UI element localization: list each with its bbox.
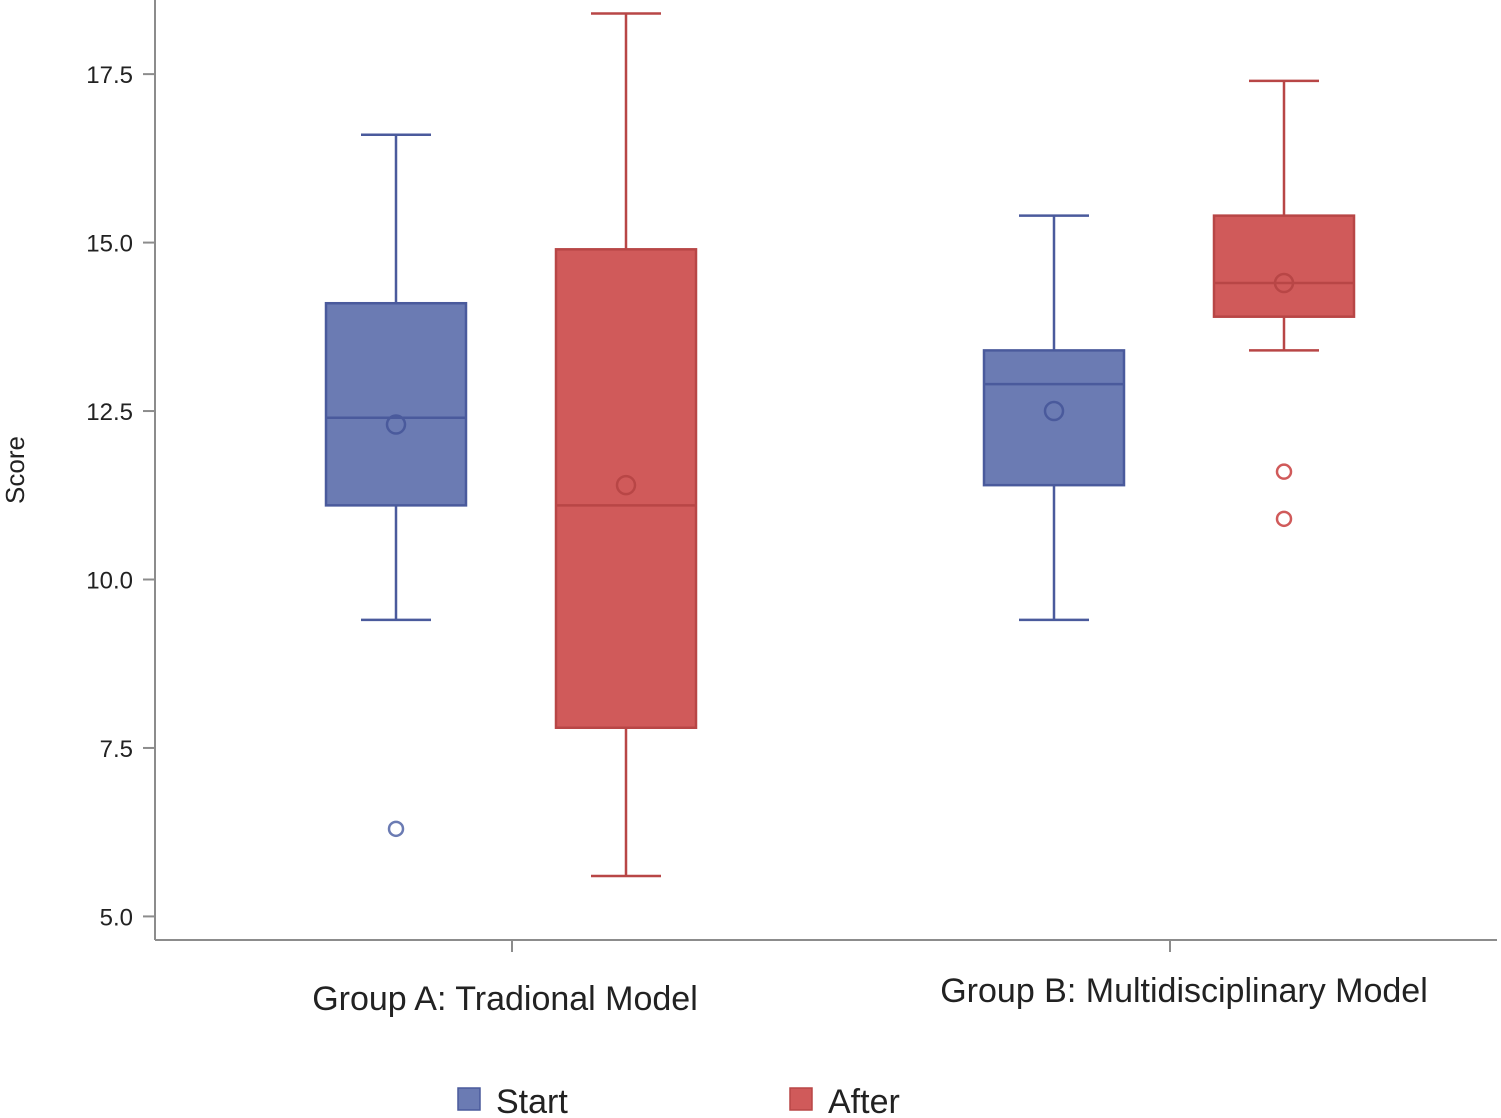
outlier-point (1275, 510, 1293, 528)
axes: 5.0 7.5 10.0 12.5 15.0 17.5 (86, 0, 1497, 952)
outlier-point (1275, 463, 1293, 480)
legend-swatch (457, 1087, 481, 1111)
y-tick-label: 10.0 (86, 567, 133, 594)
box-after-1 (554, 12, 698, 878)
y-tick-label: 12.5 (86, 399, 133, 426)
interquartile-box (554, 248, 698, 729)
mean-marker (1043, 400, 1065, 422)
box-start-2 (982, 214, 1126, 622)
y-tick-label: 17.5 (86, 62, 133, 89)
y-tick-label: 7.5 (100, 736, 133, 763)
legend-item-start: Start (457, 1083, 568, 1118)
box-series (324, 12, 1356, 878)
legend-label: After (828, 1083, 900, 1118)
y-tick-label: 15.0 (86, 231, 133, 258)
x-category-label: Group A: Tradional Model (312, 980, 698, 1018)
axis-labels: Group A: Tradional Model Group B: Multidi… (0, 436, 1428, 1018)
mean-marker (385, 414, 407, 435)
y-tick-label: 5.0 (100, 904, 133, 931)
legend-swatch (789, 1087, 813, 1111)
box-after-2 (1212, 79, 1356, 528)
interquartile-box (1212, 214, 1356, 318)
mean-marker (615, 474, 637, 496)
legend: Start After (457, 1083, 900, 1118)
interquartile-box (324, 301, 468, 507)
x-category-label: Group B: Multidisciplinary Model (940, 972, 1428, 1010)
outlier-point (387, 820, 405, 838)
mean-marker (1273, 272, 1295, 294)
interquartile-box (982, 349, 1126, 487)
legend-item-after: After (789, 1083, 900, 1118)
y-axis-title: Score (0, 436, 30, 504)
legend-label: Start (496, 1083, 568, 1118)
box-start-1 (324, 133, 468, 838)
